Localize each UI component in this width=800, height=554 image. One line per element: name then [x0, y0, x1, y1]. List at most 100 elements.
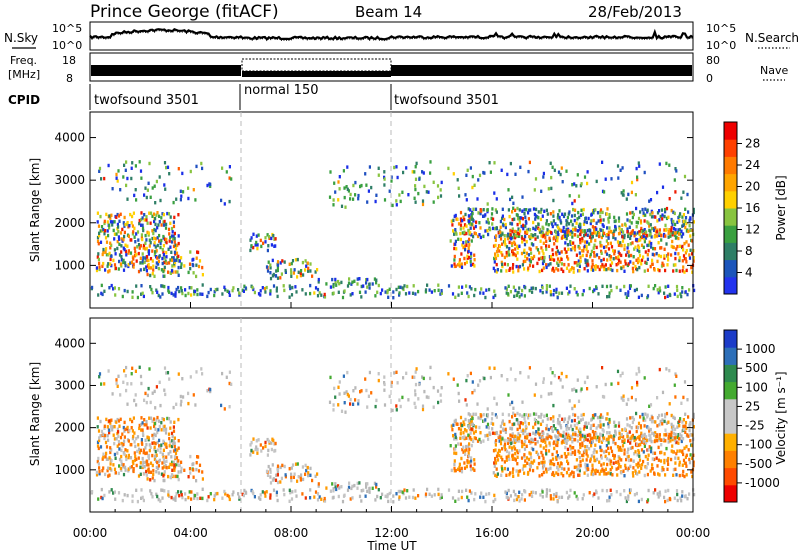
velocity-cell [584, 437, 587, 441]
power-cell [583, 267, 586, 271]
power-cell [545, 208, 548, 212]
power-cell [646, 253, 649, 257]
velocity-cell [679, 436, 682, 441]
power-cell [106, 253, 109, 257]
power-cell [482, 208, 485, 212]
velocity-cell [472, 467, 475, 471]
velocity-cell [528, 451, 531, 455]
power-cell [677, 236, 680, 241]
power-cell [471, 185, 474, 190]
velocity-cell [259, 497, 262, 501]
power-cell [323, 292, 326, 297]
power-cell [276, 294, 279, 299]
velocity-cell [528, 439, 531, 443]
velocity-cell [134, 444, 137, 449]
velocity-cell [603, 450, 606, 454]
power-cell [114, 266, 117, 271]
velocity-cell [573, 404, 576, 408]
power-cell [539, 239, 542, 243]
power-cell [594, 208, 597, 212]
power-cell [337, 279, 340, 284]
velocity-cell [171, 434, 174, 439]
y-tick-label: 2000 [54, 421, 85, 435]
velocity-cell [571, 470, 574, 474]
power-cell [642, 213, 645, 217]
power-cell [495, 262, 498, 267]
power-cell [137, 238, 140, 242]
power-cell [621, 223, 624, 227]
power-cell [422, 171, 425, 175]
velocity-cell [168, 377, 171, 381]
velocity-cell [601, 467, 604, 471]
power-cell [569, 267, 572, 272]
velocity-cell [560, 466, 563, 471]
velocity-cell [316, 472, 319, 476]
power-cell [123, 163, 126, 167]
velocity-cell [544, 440, 547, 444]
velocity-cell [582, 412, 585, 417]
cpid-panel: CPID twofsound 3501 normal 150 twofsound… [8, 83, 499, 110]
power-cell [98, 265, 101, 269]
velocity-cell [170, 455, 173, 459]
velocity-cell [180, 470, 183, 474]
power-cell [661, 213, 664, 217]
power-cell [335, 283, 338, 287]
velocity-cell [595, 450, 598, 454]
power-cell [274, 274, 278, 278]
power-cell [579, 259, 582, 263]
power-cell [643, 228, 646, 232]
power-cell [686, 292, 689, 297]
velocity-cell [189, 375, 192, 379]
velocity-cell [436, 389, 440, 393]
velocity-cell [680, 439, 683, 444]
power-cell [329, 170, 332, 174]
power-cell [640, 262, 643, 266]
velocity-cell [300, 473, 303, 477]
velocity-cell [570, 446, 573, 450]
velocity-cell [105, 451, 108, 456]
velocity-cell [196, 496, 199, 501]
velocity-cell [671, 435, 674, 440]
power-cell [613, 215, 616, 220]
velocity-cell [460, 466, 463, 471]
velocity-cell [482, 413, 485, 417]
power-cell [534, 177, 538, 181]
velocity-cell [457, 497, 460, 501]
velocity-cell [157, 497, 160, 502]
power-cell [421, 202, 425, 207]
power-cell [414, 177, 418, 181]
power-cell [187, 196, 190, 201]
power-cell [632, 269, 635, 274]
velocity-cell [642, 450, 645, 454]
power-cell [269, 289, 272, 293]
velocity-cell [284, 473, 287, 477]
velocity-cell [370, 391, 373, 395]
power-cell [432, 200, 435, 204]
velocity-cell [644, 454, 647, 459]
velocity-cell [486, 422, 490, 427]
power-cell [124, 249, 128, 254]
velocity-cell [413, 375, 416, 379]
power-cell [644, 207, 647, 211]
velocity-cell [271, 463, 274, 467]
power-cell [107, 163, 110, 168]
power-cell [546, 231, 549, 235]
velocity-cell [640, 466, 643, 470]
velocity-cell [516, 462, 519, 466]
velocity-cell [291, 463, 295, 467]
velocity-cell [617, 459, 620, 464]
velocity-cell [521, 400, 524, 404]
velocity-cell [593, 469, 596, 473]
power-cell [582, 289, 585, 293]
power-cell [356, 277, 359, 281]
velocity-cell [637, 443, 641, 447]
noise-top-tick-right: 10^5 [706, 22, 736, 35]
velocity-cell [620, 448, 623, 452]
velocity-cell [496, 451, 499, 456]
power-cell [527, 169, 530, 174]
velocity-cell [591, 429, 594, 434]
power-cell [113, 237, 116, 241]
velocity-cell [549, 367, 552, 371]
power-cell [557, 225, 560, 230]
